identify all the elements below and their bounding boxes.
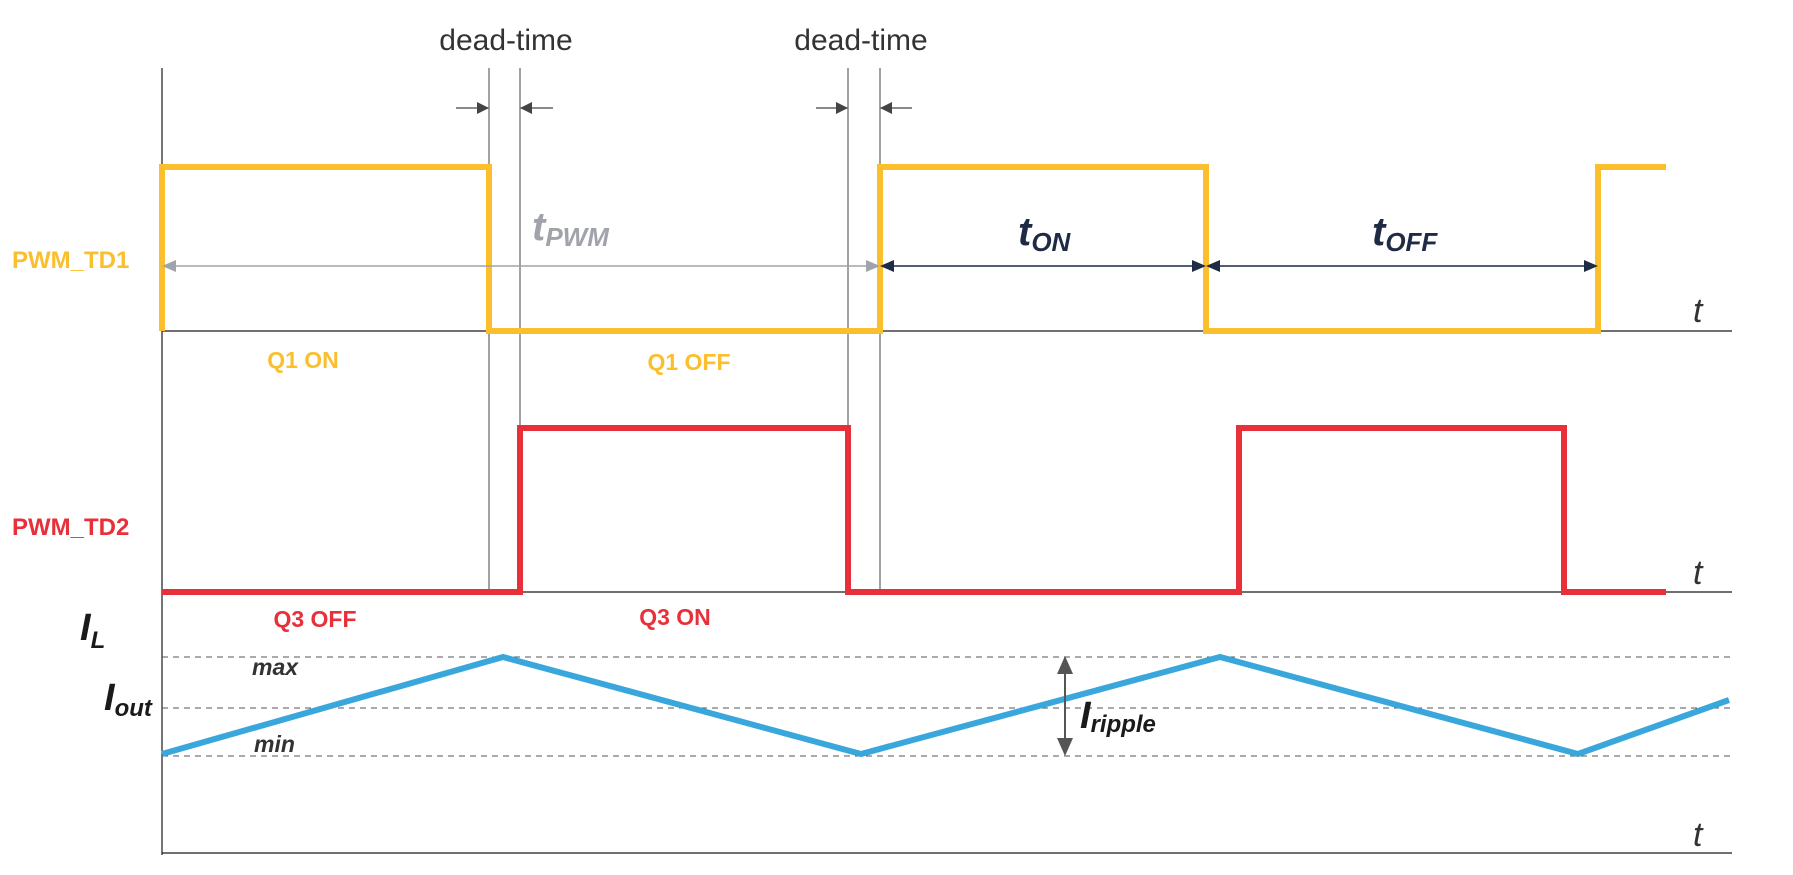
pwm-td1-waveform (159, 164, 1666, 334)
t-on-sub: ON (1031, 227, 1071, 257)
t-pwm-sub: PWM (545, 222, 610, 252)
il-label: IL (80, 607, 105, 654)
t-pwm-label: tPWM (532, 205, 610, 252)
iout-label: Iout (104, 677, 153, 722)
iripple-main: I (1080, 695, 1092, 737)
iripple-label: Iripple (1080, 695, 1156, 738)
iripple-sub: ripple (1091, 711, 1156, 738)
axis-t-label-2: t (1693, 554, 1704, 592)
t-off-sub: OFF (1385, 227, 1438, 257)
axis-t-label-3: t (1693, 816, 1704, 854)
iout-main: I (104, 677, 116, 719)
min-label: min (254, 731, 295, 757)
axis-t-label-1: t (1693, 292, 1704, 330)
dead-time-label-1: dead-time (439, 24, 572, 57)
t-pwm-main: t (532, 205, 547, 249)
dead-time-label-2: dead-time (794, 24, 927, 57)
iout-sub: out (115, 695, 153, 722)
q3-off-label: Q3 OFF (273, 606, 356, 632)
pwm-td1-label: PWM_TD1 (12, 247, 129, 274)
il-sub: L (91, 627, 106, 654)
t-off-label: tOFF (1372, 210, 1438, 257)
q3-on-label: Q3 ON (639, 604, 711, 630)
q1-on-label: Q1 ON (267, 347, 339, 373)
pwm-td2-label: PWM_TD2 (12, 514, 129, 541)
t-on-main: t (1018, 210, 1033, 254)
t-off-main: t (1372, 210, 1387, 254)
max-label: max (252, 654, 299, 680)
inductor-current-waveform (161, 653, 1731, 758)
t-on-label: tON (1018, 210, 1072, 257)
pwm-td2-waveform (162, 425, 1666, 595)
q1-off-label: Q1 OFF (647, 349, 730, 375)
il-main: I (80, 607, 92, 649)
